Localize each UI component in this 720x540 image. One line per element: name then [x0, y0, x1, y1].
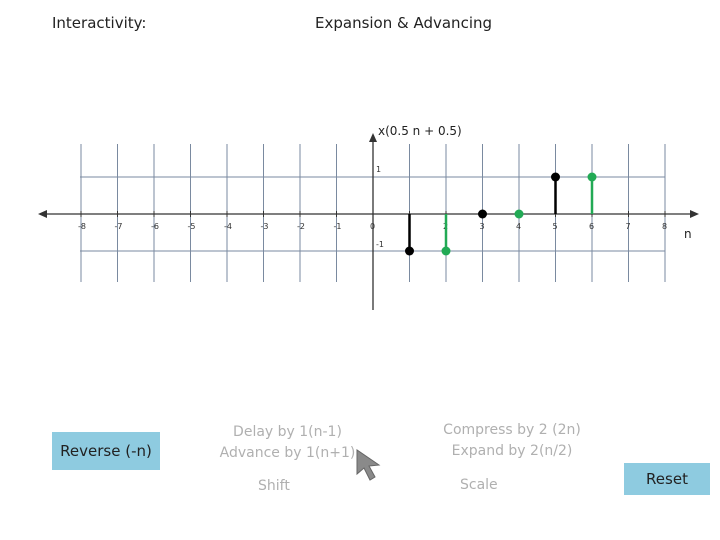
x-tick-label: -4	[224, 222, 232, 231]
green-series-point	[441, 246, 451, 256]
interactivity-label: Interactivity:	[52, 14, 147, 32]
scale-options[interactable]: Compress by 2 (2n) Expand by 2(n/2)	[437, 420, 587, 462]
x-tick-label: -6	[151, 222, 159, 231]
black-series-point	[551, 172, 560, 182]
scale-title: Scale	[460, 477, 498, 493]
x-axis-left-arrow	[38, 210, 47, 218]
x-tick-label: 3	[480, 222, 485, 231]
x-tick-label: -7	[115, 222, 123, 231]
pointer-cursor-icon	[355, 448, 387, 486]
x-tick-label: 7	[626, 222, 631, 231]
green-series-point	[587, 172, 597, 182]
x-tick-label: 4	[516, 222, 521, 231]
n-axis-label: n	[684, 227, 692, 241]
function-label: x(0.5 n + 0.5)	[378, 124, 462, 138]
y-tick-label-pos: 1	[376, 165, 381, 174]
black-series-point	[478, 209, 487, 219]
delay-option[interactable]: Delay by 1(n-1)	[233, 424, 342, 440]
x-tick-label: 0	[370, 222, 375, 231]
shift-title: Shift	[258, 478, 290, 494]
black-series-point	[405, 246, 414, 256]
x-tick-label: 5	[553, 222, 558, 231]
x-tick-label: -8	[78, 222, 86, 231]
reset-button[interactable]: Reset	[624, 463, 710, 495]
shift-options[interactable]: Delay by 1(n-1) Advance by 1(n+1)	[215, 422, 360, 464]
x-axis-right-arrow	[690, 210, 699, 218]
expand-option[interactable]: Expand by 2(n/2)	[451, 443, 573, 459]
green-series-point	[514, 209, 524, 219]
x-tick-label: -5	[188, 222, 196, 231]
compress-option[interactable]: Compress by 2 (2n)	[443, 422, 581, 438]
x-tick-label: 6	[589, 222, 594, 231]
x-tick-label: -1	[334, 222, 342, 231]
y-tick-label-neg: -1	[376, 240, 384, 249]
y-axis-arrow	[369, 133, 377, 142]
section-title: Expansion & Advancing	[315, 14, 493, 32]
advance-option[interactable]: Advance by 1(n+1)	[219, 445, 356, 461]
x-tick-label: -2	[297, 222, 305, 231]
x-tick-label: 8	[662, 222, 667, 231]
reverse-button[interactable]: Reverse (-n)	[52, 432, 160, 470]
x-tick-label: -3	[261, 222, 269, 231]
